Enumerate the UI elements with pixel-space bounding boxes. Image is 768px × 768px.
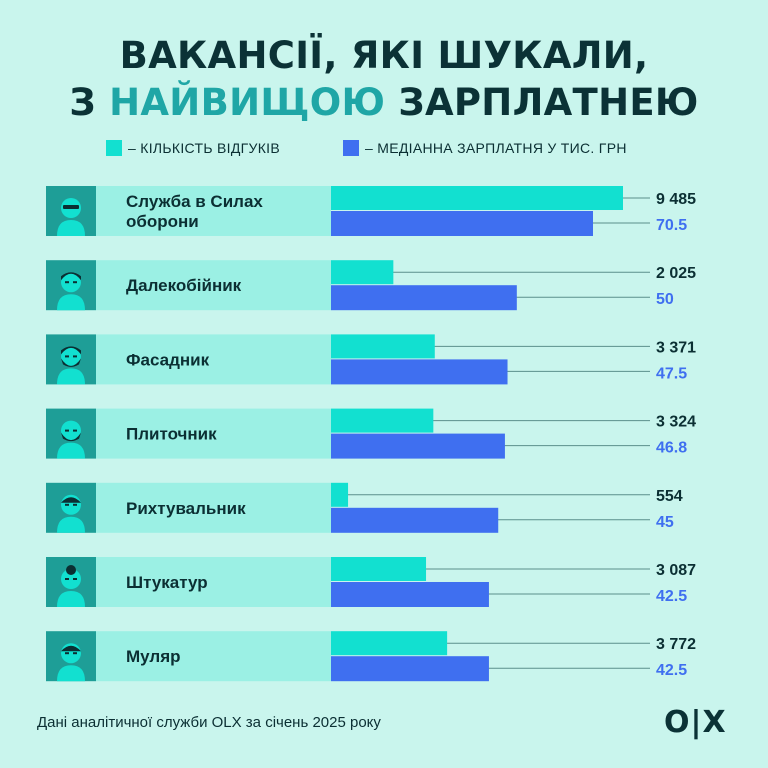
salary-bar: [331, 211, 593, 236]
olx-logo: O|X: [664, 705, 727, 740]
responses-bar: [331, 334, 435, 359]
avatar-eye: [73, 281, 77, 284]
avatar-head: [61, 272, 81, 293]
source-note: Дані аналітичної служби OLX за січень 20…: [37, 714, 381, 731]
legend-responses-label: – КІЛЬКІСТЬ ВІДГУКІВ: [128, 140, 280, 156]
chart-row: Плиточник 3 324 46.8: [46, 408, 696, 459]
avatar-body: [57, 220, 85, 236]
category-label: Муляр: [126, 647, 181, 666]
responses-bar: [331, 557, 427, 581]
avatar-beard: [61, 358, 81, 367]
avatar-eye: [73, 652, 77, 655]
salary-value-label: 46.8: [656, 440, 687, 457]
responses-value-label: 554: [656, 488, 683, 505]
responses-value-label: 3 371: [656, 339, 696, 356]
title-line-2: З НАЙВИЩОЮ ЗАРПЛАТНЕЮ: [0, 79, 768, 126]
responses-bar: [331, 631, 448, 656]
salary-value-label: 42.5: [656, 588, 687, 605]
avatar-body: [57, 294, 85, 311]
chart-row: Фасадник 3 371 47.5: [46, 334, 696, 385]
avatar-eye: [73, 355, 77, 358]
responses-value-label: 3 087: [656, 562, 696, 579]
salary-value-label: 50: [656, 291, 674, 308]
avatar-cap: [61, 645, 81, 652]
avatar-head: [61, 569, 81, 589]
avatar-body: [57, 591, 85, 607]
avatar-eye: [65, 281, 69, 284]
chart-row: Штукатур 3 087 42.5: [46, 557, 696, 607]
chart-row: Рихтувальник 554 45: [46, 482, 683, 533]
legend-salary-swatch: [343, 140, 359, 156]
avatar-cap: [61, 497, 81, 503]
title-prefix: З: [69, 81, 110, 124]
salary-bar: [331, 359, 508, 385]
salary-value-label: 47.5: [656, 365, 687, 382]
category-label: Фасадник: [126, 350, 210, 369]
avatar-eye: [73, 503, 77, 506]
category-label: Служба в Силах оборони: [126, 192, 263, 231]
avatar-curls: [66, 565, 76, 575]
category-label: Рихтувальник: [126, 499, 246, 518]
responses-bar: [331, 186, 623, 210]
avatar-beard: [61, 432, 81, 442]
avatar-eye: [65, 355, 69, 358]
legend-salary: – МЕДІАННА ЗАРПЛАТНЯ У ТИС. ГРН: [343, 140, 627, 156]
avatar-eye: [65, 207, 69, 209]
category-label-box: [96, 334, 331, 385]
avatar-eye: [73, 578, 77, 580]
avatar-body: [57, 516, 85, 533]
avatar-hair: [61, 346, 81, 355]
avatar-eye: [73, 429, 77, 432]
legend-salary-label: – МЕДІАННА ЗАРПЛАТНЯ У ТИС. ГРН: [365, 140, 627, 156]
avatar-eye: [65, 503, 69, 506]
salary-bar: [331, 507, 499, 533]
category-label-box: [96, 260, 331, 311]
avatar-body: [57, 368, 85, 385]
salary-value-label: 70.5: [656, 217, 687, 234]
salary-bar: [331, 656, 489, 682]
avatar-body: [57, 442, 85, 459]
category-label: Далекобійник: [126, 276, 242, 295]
category-label-box: [96, 408, 331, 459]
responses-value-label: 9 485: [656, 191, 696, 208]
avatar-eye: [73, 207, 77, 209]
avatar-hair: [61, 272, 81, 281]
category-label-box: [96, 186, 331, 236]
responses-value-label: 3 772: [656, 636, 696, 653]
salary-bar: [331, 433, 505, 459]
responses-bar: [331, 260, 394, 285]
responses-value-label: 2 025: [656, 265, 696, 282]
category-label-box: [96, 631, 331, 682]
category-label: Штукатур: [126, 573, 208, 592]
salary-value-label: 45: [656, 514, 674, 531]
avatar-eye: [65, 429, 69, 432]
chart-row: Муляр 3 772 42.5: [46, 631, 696, 682]
avatar-body: [57, 665, 85, 682]
legend-responses-swatch: [106, 140, 122, 156]
title-line-1: ВАКАНСІЇ, ЯКІ ШУКАЛИ,: [119, 34, 649, 77]
category-label-box: [96, 482, 331, 533]
page-title: ВАКАНСІЇ, ЯКІ ШУКАЛИ, З НАЙВИЩОЮ ЗАРПЛАТ…: [0, 32, 768, 126]
avatar-eye: [65, 578, 69, 580]
title-suffix: ЗАРПЛАТНЕЮ: [385, 81, 699, 124]
title-highlight: НАЙВИЩОЮ: [109, 81, 386, 124]
chart-row: Далекобійник 2 025 50: [46, 260, 696, 311]
chart-row: Служба в Силах оборони 9 485 70.5: [46, 186, 696, 236]
responses-value-label: 3 324: [656, 414, 696, 431]
legend-responses: – КІЛЬКІСТЬ ВІДГУКІВ: [106, 140, 280, 156]
category-label-box: [96, 557, 331, 607]
avatar-head: [61, 346, 81, 367]
salary-bar: [331, 285, 517, 311]
responses-bar: [331, 408, 434, 433]
chart-legend: – КІЛЬКІСТЬ ВІДГУКІВ – МЕДІАННА ЗАРПЛАТН…: [0, 140, 768, 160]
category-label: Плиточник: [126, 425, 217, 444]
avatar-eye: [65, 652, 69, 655]
salary-value-label: 42.5: [656, 662, 687, 679]
avatar-head: [61, 420, 81, 441]
responses-bar: [331, 482, 349, 507]
salary-bar: [331, 582, 489, 607]
